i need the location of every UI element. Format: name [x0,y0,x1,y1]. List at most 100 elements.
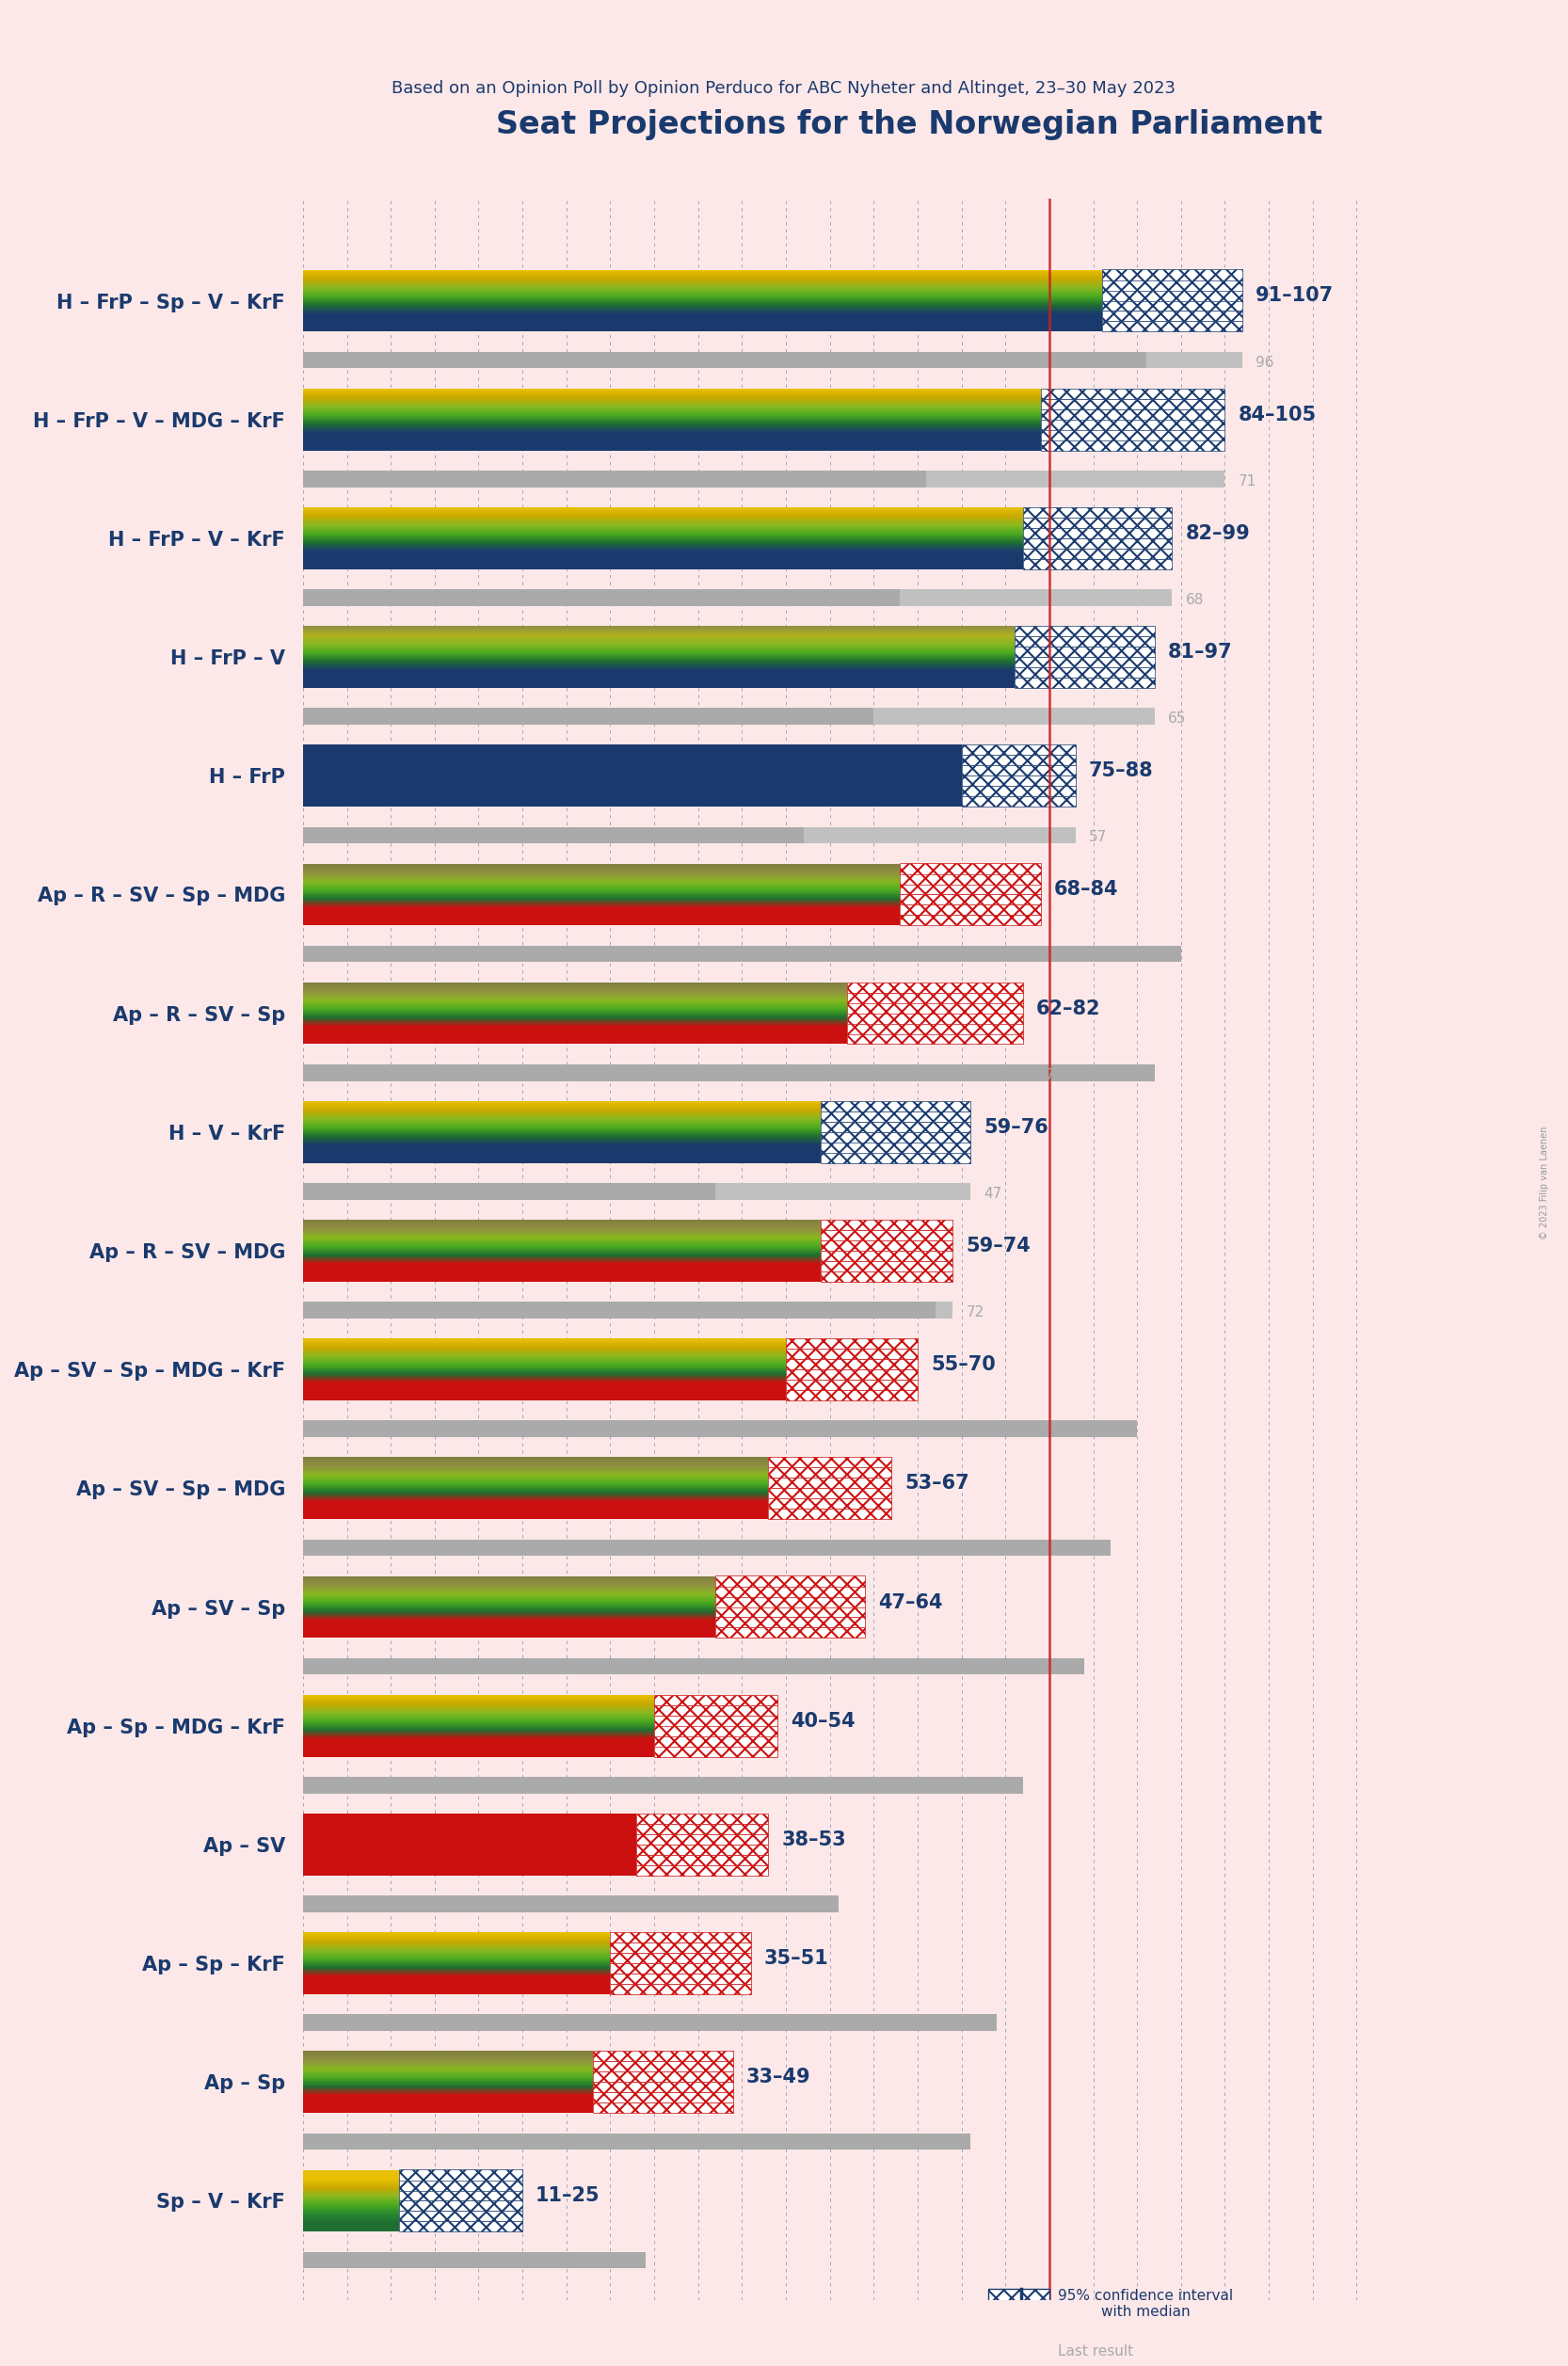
Text: 47: 47 [983,1188,1002,1202]
Bar [768,1467,891,1479]
Text: 61: 61 [781,1900,800,1914]
Text: 11–25: 11–25 [536,2186,601,2205]
Bar [303,1420,1137,1436]
Text: 39: 39 [536,2255,554,2269]
Bar [303,1777,1022,1793]
Bar [303,707,873,724]
Bar [303,1540,891,1557]
Bar [900,894,1041,904]
Text: 97: 97 [1036,1067,1054,1081]
Bar [400,2200,522,2212]
Bar [303,2134,734,2151]
Text: 65: 65 [1168,712,1185,726]
Bar [900,885,1041,894]
Bar [847,1024,1022,1034]
Text: 59–76: 59–76 [983,1117,1047,1136]
Bar [1022,558,1173,570]
Bar [303,826,803,842]
Text: 82: 82 [790,1782,809,1793]
Bar [400,2179,522,2191]
Bar [786,1379,917,1391]
Bar [303,1777,778,1793]
Bar [1014,627,1154,636]
Text: 96: 96 [1256,355,1275,369]
Bar [654,1694,778,1706]
Bar [822,1261,953,1271]
Text: 82–99: 82–99 [1185,523,1250,542]
Bar [303,1301,953,1318]
Bar [654,1725,778,1737]
Bar [1102,300,1242,310]
Bar [637,1834,768,1845]
Bar [961,755,1076,767]
Bar [593,2103,734,2113]
Bar [400,2191,522,2200]
Bar [900,904,1041,916]
Bar [822,1240,953,1252]
Text: © 2023 Filip van Laenen: © 2023 Filip van Laenen [1540,1126,1549,1240]
Bar [988,2340,1049,2361]
Bar [1014,667,1154,677]
Text: 95: 95 [931,1424,949,1439]
Bar [303,2013,751,2030]
Bar [303,2252,522,2269]
Text: 53–67: 53–67 [905,1474,969,1493]
Bar [1041,419,1225,431]
Bar [786,1370,917,1379]
Bar [715,1576,866,1588]
Bar [1022,528,1173,537]
Bar [303,471,1225,487]
Bar [847,1013,1022,1024]
Bar [303,1659,866,1675]
Text: 62–82: 62–82 [1036,998,1101,1017]
Bar [303,1895,768,1912]
Bar [1102,322,1242,331]
Text: 47–64: 47–64 [878,1592,942,1611]
Text: 68–84: 68–84 [1054,880,1118,899]
Bar [988,2288,1049,2333]
Text: 84–105: 84–105 [1239,405,1316,424]
Bar [303,353,1146,369]
Bar [637,1864,768,1876]
Bar [303,1659,1085,1675]
Bar [768,1457,891,1467]
Bar [715,1597,866,1607]
Bar [593,2061,734,2073]
Bar [1041,409,1225,419]
Title: Seat Projections for the Norwegian Parliament: Seat Projections for the Norwegian Parli… [495,109,1322,140]
Bar [1022,506,1173,518]
Bar [593,2051,734,2061]
Text: 57: 57 [1088,830,1107,845]
Bar [822,1121,971,1131]
Text: 79: 79 [764,2018,782,2032]
Bar [303,707,1154,724]
Bar [593,2092,734,2103]
Bar [637,1845,768,1855]
Bar [1041,440,1225,450]
Bar [303,1065,1154,1081]
Bar [303,826,1076,842]
Text: Based on an Opinion Poll by Opinion Perduco for ABC Nyheter and Altinget, 23–30 : Based on an Opinion Poll by Opinion Perd… [392,80,1176,97]
Bar [400,2210,522,2222]
Bar [593,2073,734,2082]
Bar [768,1488,891,1498]
Bar [637,1855,768,1864]
Text: 95% confidence interval
with median: 95% confidence interval with median [1058,2288,1234,2319]
Bar [610,1933,751,1942]
Bar [847,1003,1022,1013]
Bar [961,764,1076,776]
Bar [961,795,1076,807]
Bar [610,1973,751,1983]
Bar [822,1100,971,1112]
Bar [303,2134,971,2151]
Text: 38–53: 38–53 [781,1831,847,1850]
Bar [786,1389,917,1401]
Bar [303,1183,971,1200]
Bar [847,982,1022,994]
Bar [303,589,900,606]
Bar [822,1218,953,1230]
Text: Last result: Last result [1058,2345,1134,2359]
Bar [654,1746,778,1756]
Bar [303,1065,1022,1081]
Text: 100: 100 [1054,949,1080,963]
